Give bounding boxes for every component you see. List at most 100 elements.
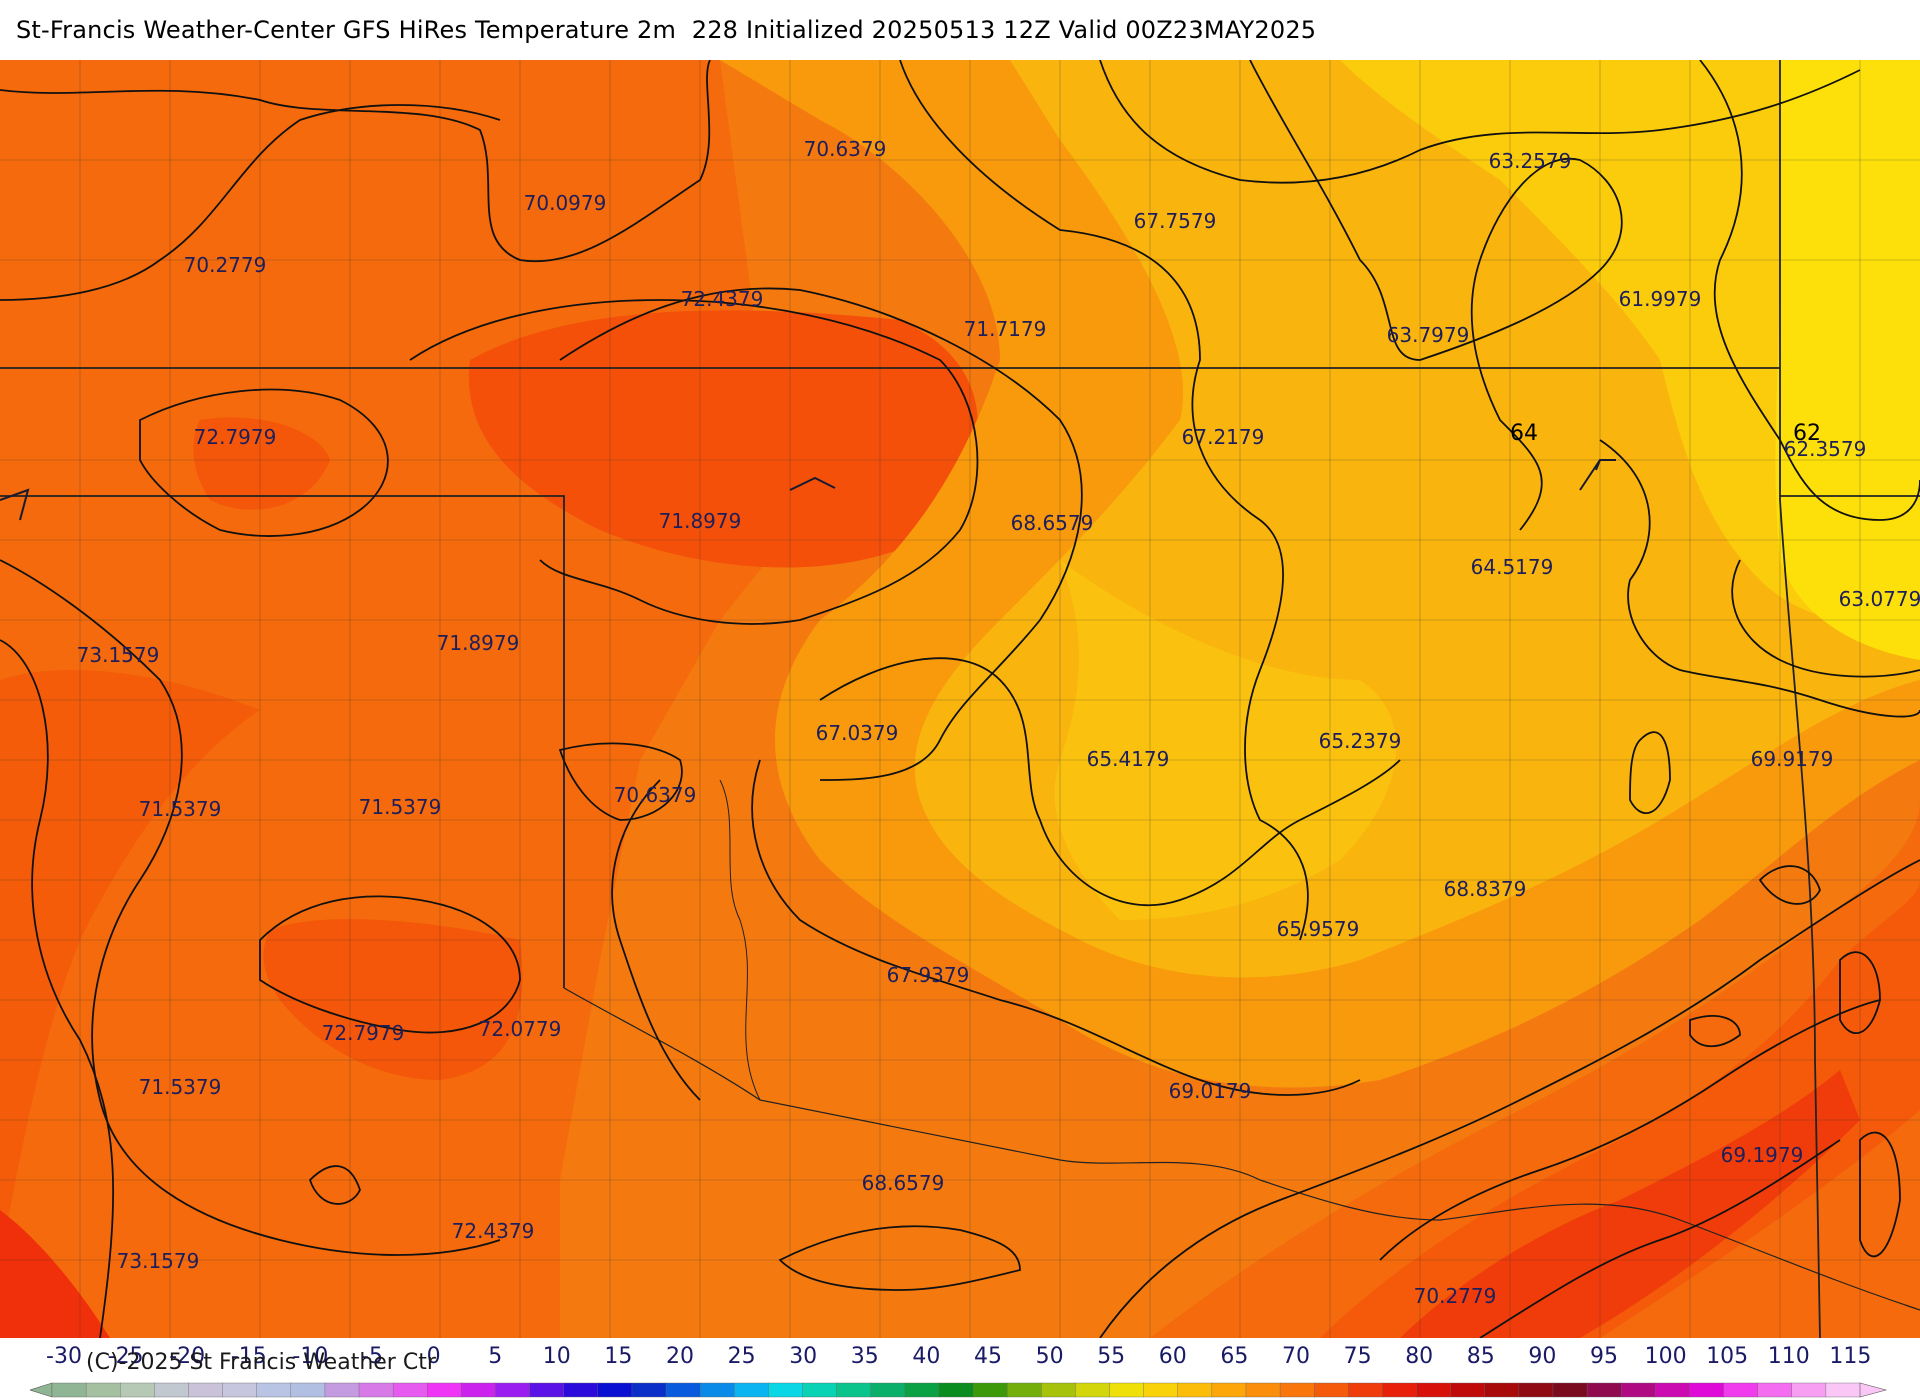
colorbar-segment: [1006, 1382, 1042, 1398]
colorbar-segment: [1382, 1382, 1418, 1398]
colorbar-segment: [1621, 1382, 1657, 1398]
value-label: 61.9979: [1619, 287, 1702, 311]
colorbar-segment: [1518, 1382, 1554, 1398]
value-label: 70.6379: [614, 783, 697, 807]
colorbar-segment: [1109, 1382, 1145, 1398]
colorbar-segment: [1041, 1382, 1077, 1398]
colorbar-segment: [1450, 1382, 1486, 1398]
colorbar-segment: [904, 1382, 940, 1398]
hot-pocket-west-edge: [0, 670, 260, 1260]
value-label: 72.0779: [479, 1017, 562, 1041]
value-label: 64.5179: [1471, 555, 1554, 579]
value-label: 67.0379: [816, 721, 899, 745]
temperature-map[interactable]: 70.6379 70.0979 70.2779 72.4379 67.7579 …: [0, 60, 1920, 1338]
state-borders: [0, 60, 1920, 1338]
hot-pocket-north: [468, 310, 978, 568]
value-label: 72.4379: [681, 287, 764, 311]
colorbar-tick-label: 70: [1282, 1344, 1310, 1369]
colorbar-segment: [461, 1382, 497, 1398]
colorbar-segment: [1825, 1382, 1861, 1398]
colorbar-segment: [1689, 1382, 1725, 1398]
value-label: 71.5379: [139, 1075, 222, 1099]
contour-label: 62: [1793, 421, 1821, 446]
colorbar-tick-label: 115: [1829, 1344, 1872, 1369]
value-label: 69.1979: [1721, 1143, 1804, 1167]
colorbar-segment: [563, 1382, 599, 1398]
value-label: 68.6579: [862, 1171, 945, 1195]
colorbar-tick-label: -25: [107, 1344, 144, 1369]
value-label: 65.4179: [1087, 747, 1170, 771]
colorbar-tick-label: 15: [604, 1344, 633, 1369]
hot-band-se: [1320, 880, 1920, 1338]
colorbar-segment: [392, 1382, 428, 1398]
colorbar-segment: [256, 1382, 292, 1398]
hot-pocket-nw: [193, 417, 330, 510]
value-labels: 70.6379 70.0979 70.2779 72.4379 67.7579 …: [77, 137, 1920, 1308]
isotherm-contours: [0, 60, 1920, 1338]
colorbar-tick-label: 110: [1767, 1344, 1810, 1369]
colorbar-segment: [85, 1382, 121, 1398]
colorbar-segment: [324, 1382, 360, 1398]
colorbar-segment: [1757, 1382, 1793, 1398]
colorbar-segment: [188, 1382, 224, 1398]
hottest-band-se: [1400, 1070, 1860, 1338]
colorbar-tick-label: 65: [1220, 1344, 1249, 1369]
colorbar-high-arrow: [1859, 1382, 1888, 1398]
value-label: 71.8979: [659, 509, 742, 533]
value-label: 70.6379: [804, 137, 887, 161]
colorbar-segment: [938, 1382, 974, 1398]
value-label: 67.9379: [887, 963, 970, 987]
value-label: 65.2379: [1319, 729, 1402, 753]
colorbar-tick-label: 90: [1528, 1344, 1557, 1369]
county-lines: [0, 60, 1920, 1338]
colorbar-segment: [870, 1382, 906, 1398]
colorbar-tick-label: 30: [789, 1344, 818, 1369]
temperature-field-coolest: [1775, 60, 1920, 660]
value-label: 71.7179: [964, 317, 1047, 341]
colorbar-segment: [768, 1382, 804, 1398]
colorbar-tick-label: 60: [1158, 1344, 1187, 1369]
colorbar-tick-label: 10: [542, 1344, 571, 1369]
cool-pocket-center: [1054, 560, 1397, 920]
colorbar-segment: [154, 1382, 190, 1398]
value-label: 73.1579: [77, 643, 160, 667]
value-label: 70.2779: [184, 253, 267, 277]
colorbar-segment: [836, 1382, 872, 1398]
colorbar-segment: [665, 1382, 701, 1398]
colorbar-tick-label: 40: [912, 1344, 941, 1369]
colorbar-segment: [1416, 1382, 1452, 1398]
value-label: 69.9179: [1751, 747, 1834, 771]
value-label: 70.2779: [1414, 1284, 1497, 1308]
colorbar-segment: [1484, 1382, 1520, 1398]
colorbar-tick-label: -30: [46, 1344, 82, 1369]
value-label: 73.1579: [117, 1249, 200, 1273]
colorbar-segment: [1348, 1382, 1384, 1398]
colorbar-segment: [1723, 1382, 1759, 1398]
colorbar-segment: [1586, 1382, 1622, 1398]
colorbar-segment: [802, 1382, 838, 1398]
colorbar-segment: [1279, 1382, 1315, 1398]
colorbar-tick-label: 20: [666, 1344, 694, 1369]
temperature-colorbar: [30, 1382, 1888, 1398]
colorbar-low-arrow: [30, 1382, 53, 1398]
hot-pocket-sw-corner: [0, 1210, 110, 1338]
value-label: 71.8979: [437, 631, 520, 655]
colorbar-tick-label: 5: [488, 1344, 503, 1369]
value-label: 63.7979: [1387, 323, 1470, 347]
colorbar-tick-label: -10: [292, 1344, 329, 1369]
contour-label: 64: [1510, 421, 1538, 446]
value-label: 69.0179: [1169, 1079, 1252, 1103]
colorbar-segment: [1655, 1382, 1691, 1398]
colorbar-tick-label: 0: [426, 1344, 441, 1369]
value-label: 72.4379: [452, 1219, 535, 1243]
colorbar-tick-label: 55: [1097, 1344, 1126, 1369]
contour-labels: 64 62: [1510, 421, 1821, 446]
colorbar-tick-label: 95: [1590, 1344, 1618, 1369]
colorbar-segment: [222, 1382, 258, 1398]
colorbar-segment: [597, 1382, 633, 1398]
colorbar-segment: [290, 1382, 326, 1398]
value-label: 67.7579: [1134, 209, 1217, 233]
temperature-field-cooler: [1340, 60, 1920, 624]
map-title: St-Francis Weather-Center GFS HiRes Temp…: [16, 16, 1317, 44]
value-label: 63.0779: [1839, 587, 1920, 611]
